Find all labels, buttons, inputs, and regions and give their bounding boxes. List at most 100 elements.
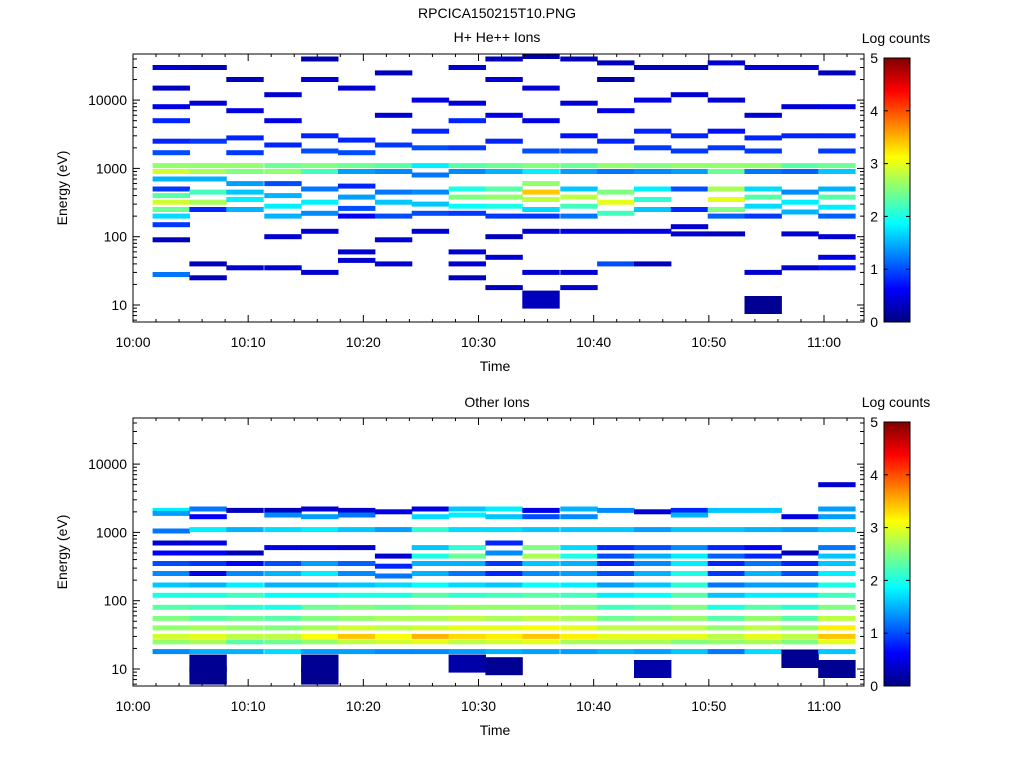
heatmap-cell <box>264 234 302 240</box>
heatmap-cell <box>670 649 709 655</box>
heatmap-cell <box>707 561 746 566</box>
heatmap-cell <box>781 604 819 610</box>
heatmap-cell <box>264 561 302 566</box>
heatmap-cell <box>634 561 672 566</box>
heatmap-cell <box>485 56 523 62</box>
heatmap-cell <box>744 625 782 631</box>
heatmap-cell <box>634 545 672 551</box>
heatmap-cell <box>597 261 635 267</box>
heatmap-cell <box>152 186 190 192</box>
x-tick-label: 11:00 <box>807 698 841 714</box>
heatmap-cell <box>597 561 635 566</box>
heatmap-cell <box>374 553 413 559</box>
heatmap-cell <box>560 148 598 154</box>
heatmap-cell <box>597 527 635 533</box>
heatmap-cell <box>338 150 376 156</box>
heatmap-cell <box>707 582 746 588</box>
heatmap-cell <box>522 604 560 610</box>
y-tick-label: 10000 <box>88 92 127 108</box>
heatmap-cell <box>634 633 672 639</box>
heatmap-cell <box>560 571 598 576</box>
heatmap-cell <box>264 604 302 610</box>
heatmap-cell <box>264 582 302 588</box>
heatmap-cell <box>707 553 746 559</box>
heatmap-cell <box>152 150 190 156</box>
heatmap-cell <box>189 65 227 70</box>
heatmap-cell <box>374 573 413 579</box>
heatmap-cell <box>818 649 856 655</box>
heatmap-cell <box>189 138 227 144</box>
heatmap-cell <box>338 527 376 533</box>
heatmap-cell <box>448 249 486 255</box>
heatmap-cell <box>560 285 598 291</box>
heatmap-cell <box>152 199 190 205</box>
heatmap-cell <box>781 199 819 205</box>
heatmap-cell <box>152 510 190 516</box>
heatmap-cell <box>301 133 339 139</box>
heatmap-cell <box>818 625 856 631</box>
y-tick-label: 100 <box>104 593 128 609</box>
heatmap-cell <box>597 633 635 639</box>
x-axis-label: Time <box>480 722 511 738</box>
heatmap-cell <box>448 186 486 192</box>
heatmap-cell <box>597 582 635 588</box>
colorbar-tick-label: 2 <box>870 208 878 224</box>
heatmap-cell <box>374 213 413 219</box>
heatmap-cell <box>152 193 190 199</box>
heatmap-cell <box>634 128 672 134</box>
heatmap-cell <box>707 145 746 151</box>
heatmap-cell <box>744 296 782 314</box>
heatmap-cell <box>264 163 302 169</box>
heatmap-cell <box>818 615 856 621</box>
heatmap-cell <box>560 582 598 588</box>
heatmap-cell <box>189 506 227 512</box>
heatmap-cell <box>597 639 635 645</box>
heatmap-cell <box>448 163 486 169</box>
heatmap-cell <box>301 604 339 610</box>
x-tick-label: 11:00 <box>807 334 841 350</box>
heatmap-cell <box>264 592 302 598</box>
heatmap-cell <box>338 649 376 655</box>
heatmap-cell <box>744 186 782 192</box>
heatmap-cell <box>448 512 486 518</box>
heatmap-cell <box>374 199 413 205</box>
colorbar-tick-label: 4 <box>870 467 878 483</box>
heatmap-cell <box>411 639 450 645</box>
heatmap-cell <box>522 625 560 631</box>
heatmap-cell <box>411 561 450 566</box>
heatmap-cell <box>411 201 450 207</box>
heatmap-cell <box>597 592 635 598</box>
heatmap-cell <box>374 639 413 645</box>
heatmap-cell <box>634 261 672 267</box>
heatmap-cell <box>338 512 376 518</box>
heatmap-cell <box>781 582 819 588</box>
heatmap-cell <box>781 592 819 598</box>
heatmap-cell <box>301 514 339 520</box>
y-tick-label: 10 <box>111 297 127 313</box>
heatmap-cell <box>338 561 376 566</box>
heatmap-cell <box>226 649 264 655</box>
heatmap-cell <box>152 561 190 566</box>
heatmap-cell <box>744 649 782 655</box>
heatmap-cell <box>485 169 523 174</box>
heatmap-cell <box>670 545 709 551</box>
heatmap-cell <box>560 186 598 192</box>
heatmap-cell <box>744 639 782 645</box>
heatmap-cell <box>485 203 523 209</box>
heatmap-cell <box>485 77 523 82</box>
heatmap-cell <box>189 527 227 533</box>
heatmap-cell <box>485 138 523 144</box>
heatmap-cell <box>485 527 523 533</box>
heatmap-cell <box>152 507 190 513</box>
heatmap-cell <box>560 527 598 533</box>
heatmap-cell <box>264 213 302 219</box>
heatmap-cell <box>522 54 560 59</box>
heatmap-cell <box>744 269 782 275</box>
heatmap-cell <box>152 582 190 588</box>
heatmap-cell <box>522 269 560 275</box>
heatmap-cell <box>448 615 486 621</box>
heatmap-cell <box>707 592 746 598</box>
heatmap-cell <box>338 213 376 219</box>
heatmap-cell <box>301 77 339 82</box>
heatmap-cell <box>189 100 227 106</box>
